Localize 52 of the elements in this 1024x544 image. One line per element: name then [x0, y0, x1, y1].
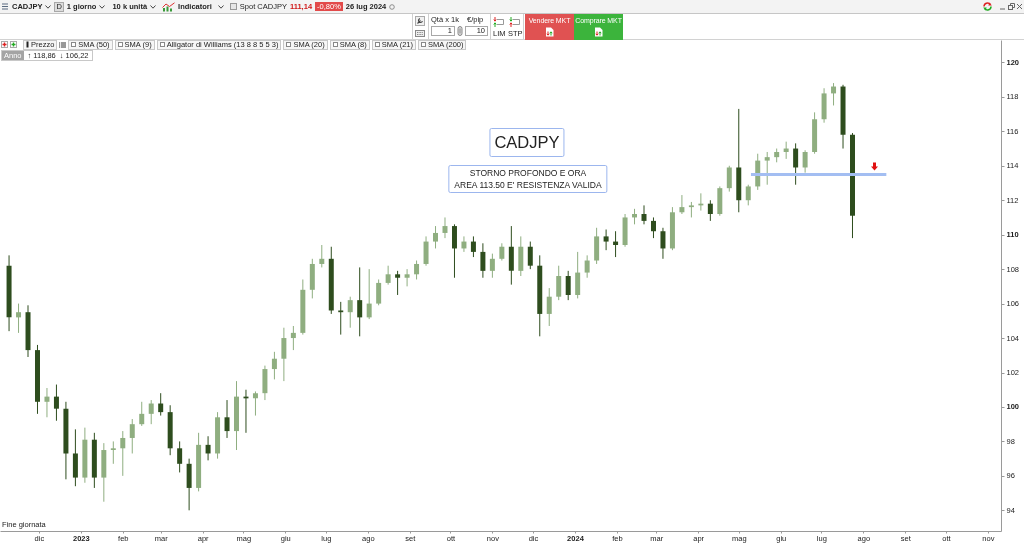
- text: CADJPY: [489, 128, 565, 157]
- candlestick: [158, 392, 164, 417]
- candlestick: [395, 270, 401, 296]
- candlestick: [802, 149, 808, 174]
- candlestick: [603, 229, 609, 251]
- candlestick: [376, 278, 382, 306]
- candlestick: [584, 254, 590, 279]
- candlestick: [319, 244, 325, 268]
- candlestick: [489, 253, 495, 279]
- candlestick: [347, 296, 353, 329]
- candlestick: [650, 216, 656, 239]
- candlestick: [271, 351, 277, 380]
- candlestick: [338, 301, 344, 336]
- candlestick: [414, 260, 420, 280]
- candlestick: [148, 399, 154, 425]
- candlestick: [451, 223, 457, 279]
- candlestick: [641, 204, 647, 225]
- candlestick: [366, 268, 372, 320]
- candlestick: [16, 303, 22, 334]
- candlestick: [565, 270, 571, 301]
- candlestick: [527, 241, 533, 270]
- candlestick: [252, 390, 258, 417]
- candlestick: [433, 225, 439, 249]
- candlestick: [660, 227, 666, 260]
- candlestick: [404, 268, 410, 287]
- candlestick: [224, 399, 230, 439]
- candlestick: [726, 165, 732, 193]
- candlestick: [357, 266, 363, 337]
- candlestick: [442, 216, 448, 239]
- candlestick: [385, 265, 391, 286]
- annotation: STORNO PROFONDO E ORA AREA 113.50 E' RESISTENZA VALIDA: [448, 165, 608, 193]
- candlestick: [679, 194, 685, 215]
- candlestick: [177, 440, 183, 473]
- candlestick: [205, 435, 211, 461]
- candlestick: [546, 287, 552, 327]
- candlestick: [556, 265, 562, 301]
- candlestick: [470, 235, 476, 258]
- candlestick: [281, 327, 287, 382]
- candlestick: [290, 325, 296, 351]
- candlestick: [745, 184, 751, 206]
- candlestick: [793, 142, 799, 186]
- candlestick: [120, 430, 126, 477]
- candlestick: [575, 251, 581, 299]
- candlestick: [764, 151, 770, 186]
- candlestick: [423, 235, 429, 267]
- candlestick: [110, 440, 116, 465]
- candlestick: [480, 242, 486, 279]
- candlestick: [44, 387, 50, 418]
- candlestick: [139, 401, 145, 427]
- candlestick: [53, 384, 59, 422]
- candlestick: [707, 199, 713, 222]
- candlestick: [129, 418, 135, 454]
